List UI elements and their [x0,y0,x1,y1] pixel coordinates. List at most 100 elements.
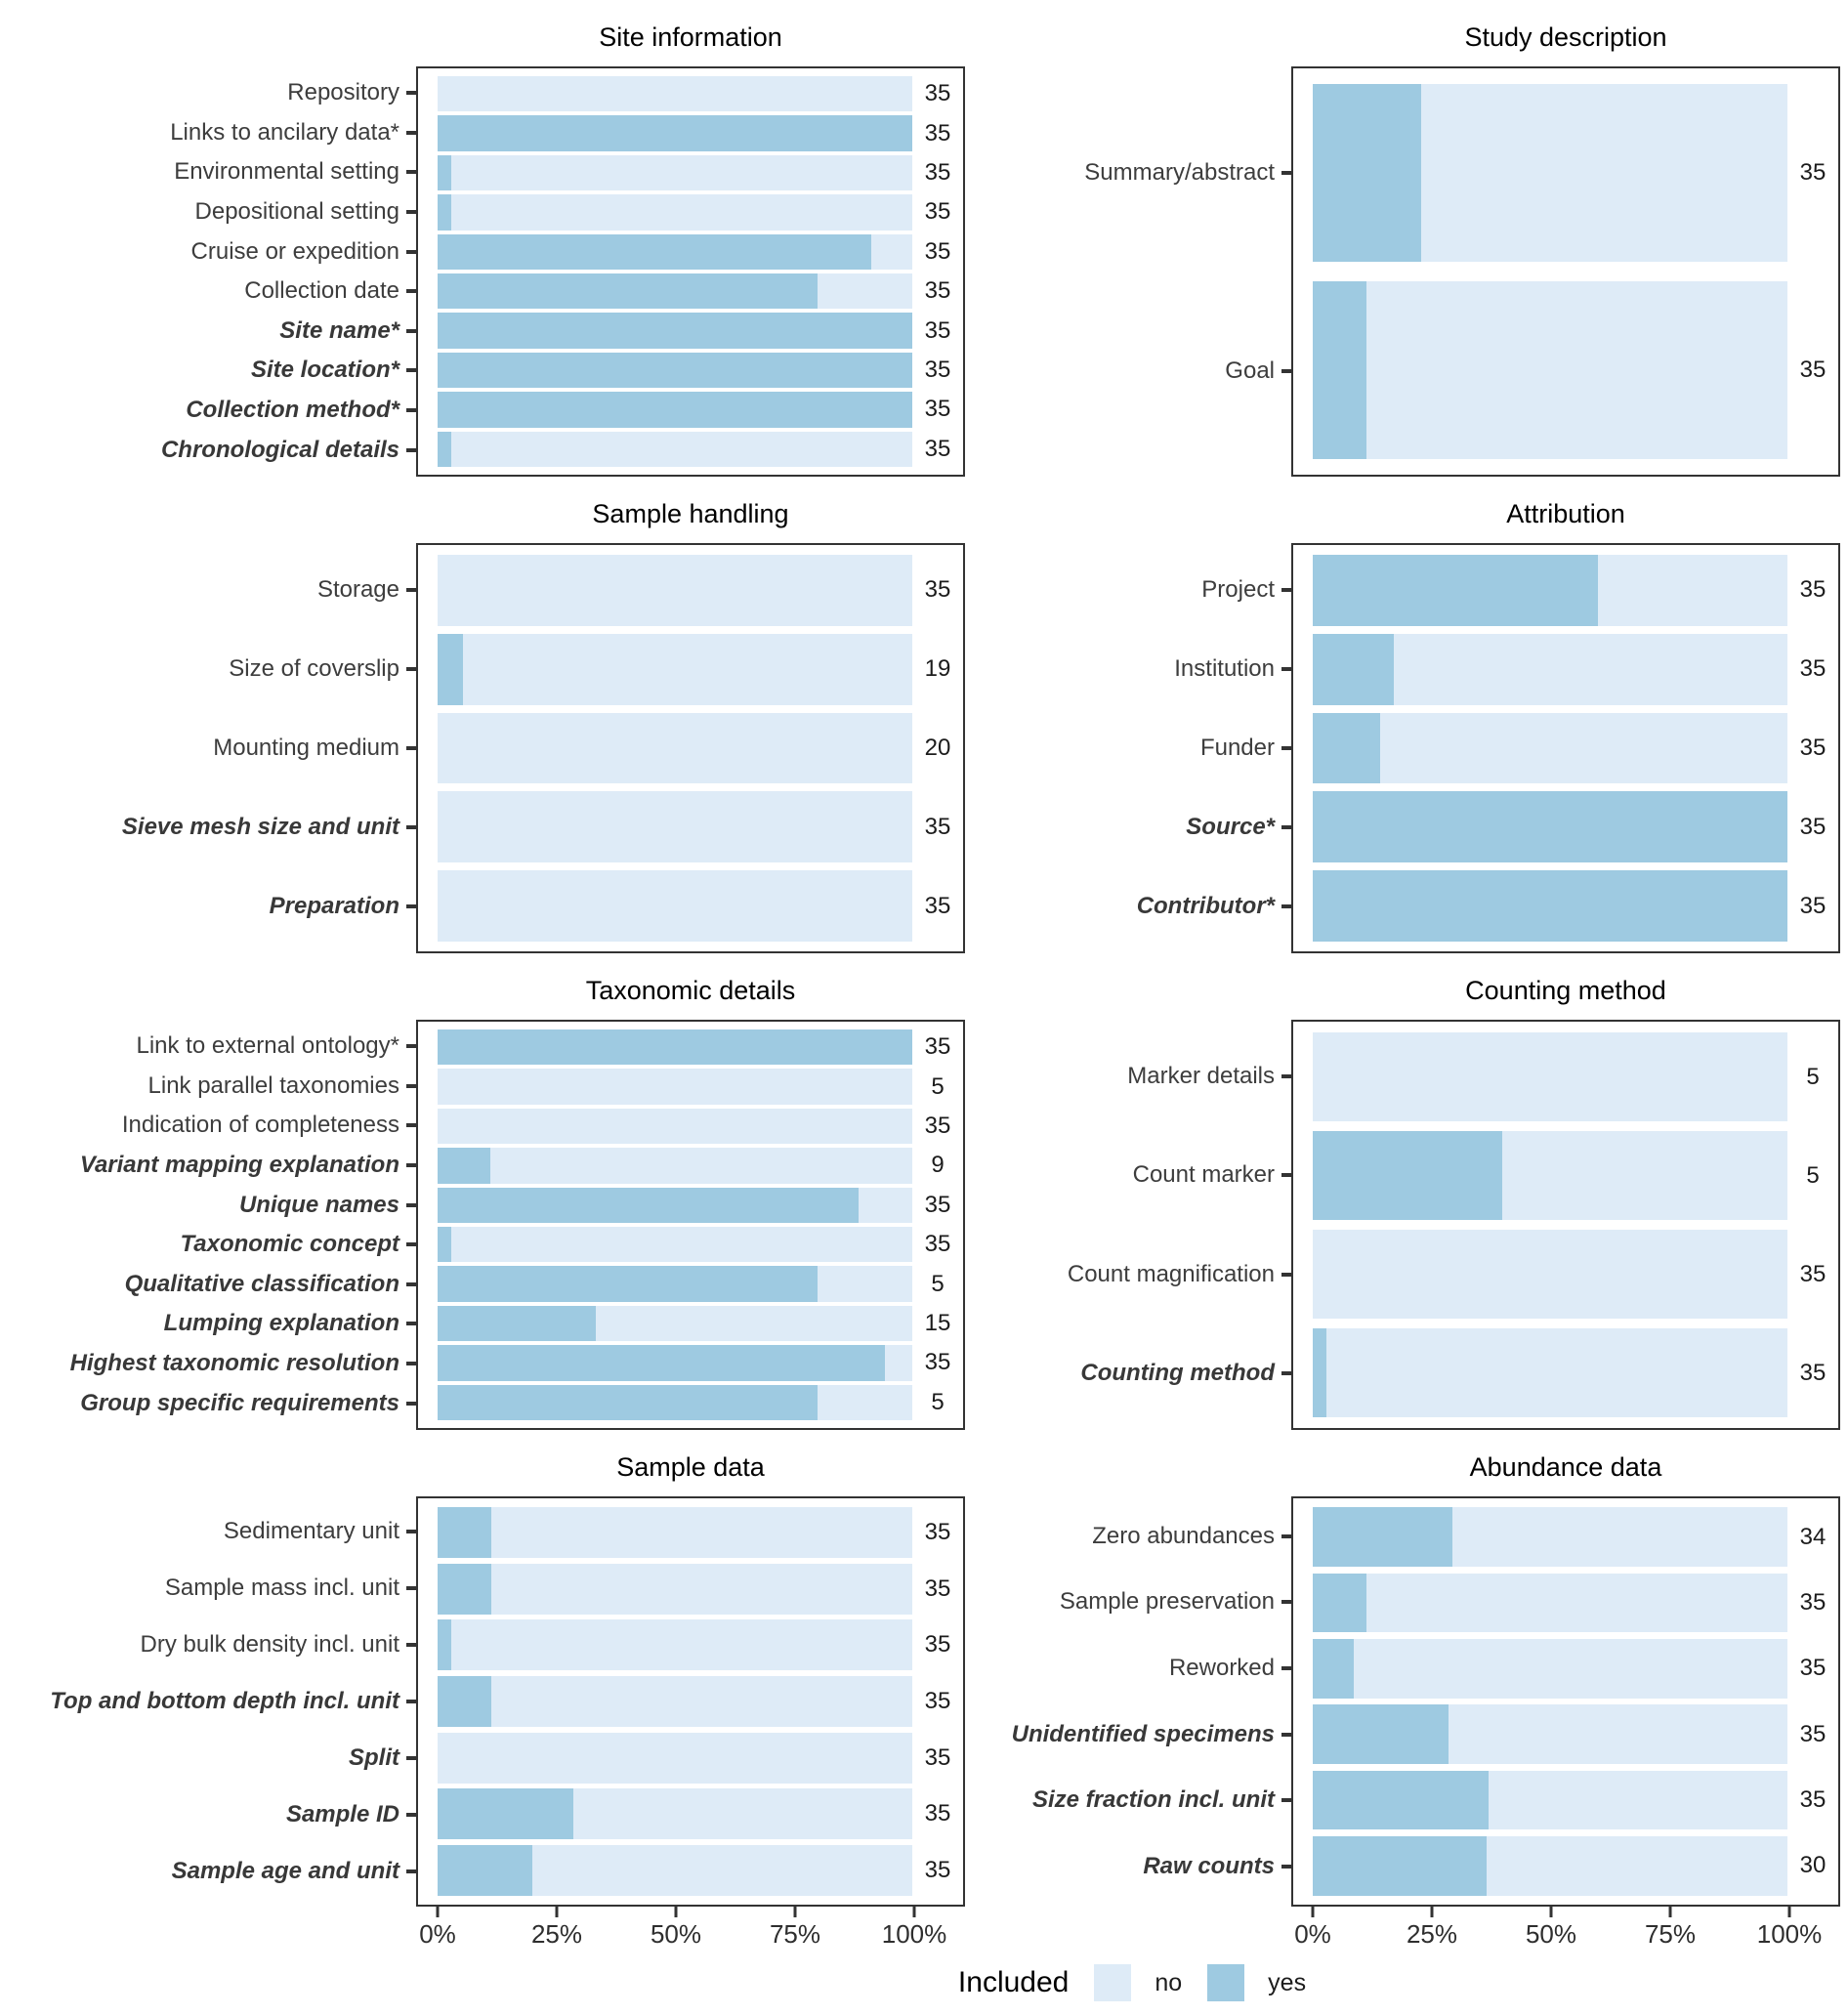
y-label-row: Variant mapping explanation [0,1146,416,1186]
y-tick-mark [406,210,416,215]
bar-row: 35 [418,1343,963,1382]
bar-segment-yes [1313,1704,1449,1764]
bar-segment-no [1597,555,1787,626]
count-label: 35 [1799,576,1827,604]
category-label: Contributor* [1136,893,1275,920]
legend: Included no yes [416,1950,1848,2016]
y-tick-mark [406,666,416,671]
x-tick-mark [1787,1907,1791,1917]
panel-title-site-information: Site information [599,22,782,52]
count-label: 35 [924,1857,951,1884]
bar-segment-yes [438,194,452,231]
y-label-row: Sample preservation [965,1570,1291,1636]
bar-row: 35 [418,1504,963,1561]
count-label: 35 [924,316,951,344]
panel-title-sample-data: Sample data [616,1452,765,1482]
stacked-bar [1313,870,1787,942]
count-label: 19 [924,655,951,683]
y-label-row: Goal [965,272,1291,470]
bar-segment-no [1380,712,1787,784]
count-label: 5 [931,1270,945,1297]
y-label-row: Site name* [0,312,416,352]
y-tick-mark [406,447,416,452]
x-tick-label: 25% [530,1919,583,1949]
category-label: Reworked [1168,1655,1275,1682]
bar-row: 35 [1293,1701,1838,1767]
bar-segment-no [572,1788,912,1840]
bar-row: 35 [418,74,963,113]
bar-segment-no [1421,84,1787,262]
y-label-row: Qualitative classification [0,1265,416,1305]
bar-row: 35 [1293,630,1838,709]
count-label: 35 [924,80,951,107]
count-label: 35 [924,158,951,186]
category-label: Sedimentary unit [223,1518,399,1544]
y-axis-labels-abundance-data: Zero abundances Sample preservation Rework… [965,1496,1291,1907]
count-label: 35 [924,198,951,226]
y-label-row: Taxonomic concept [0,1225,416,1265]
category-label: Unique names [238,1191,399,1218]
stacked-bar [438,1266,912,1302]
stacked-bar [438,233,912,270]
bar-segment-yes [438,1676,492,1727]
bar-segment-yes [1313,633,1395,705]
y-tick-mark [1281,368,1291,373]
stacked-bar [1313,84,1787,262]
category-label: Link parallel taxonomies [147,1071,399,1099]
y-tick-mark [1281,904,1291,909]
y-tick-mark [406,91,416,96]
legend-label-yes: yes [1268,1968,1307,1996]
x-tick-mark [1430,1907,1434,1917]
panel-counting-method: 5 5 35 35 [1291,1020,1840,1430]
bar-row: 35 [1293,1570,1838,1635]
category-label: Depositional setting [194,198,399,226]
x-axis-sample-data: 0% 25% 50% 75% 100% [416,1907,965,1950]
stacked-bar [438,1676,912,1727]
count-label: 35 [1799,813,1827,840]
x-tick-mark [1549,1907,1553,1917]
count-label: 35 [924,1743,951,1771]
y-axis-labels-sample-data: Sedimentary unit Sample mass incl. unit Dr… [0,1496,416,1907]
count-label: 35 [924,435,951,462]
stacked-bar [438,1732,912,1784]
y-label-row: Project [965,550,1291,629]
bar-segment-no [438,76,912,112]
count-label: 35 [924,1033,951,1061]
y-label-row: Marker details [965,1027,1291,1126]
y-axis-labels-site-information: Repository Links to ancilary data* Environ… [0,66,416,477]
y-label-row: Funder [965,708,1291,787]
stacked-bar [438,1029,912,1066]
category-label: Dry bulk density incl. unit [140,1631,399,1658]
y-tick-mark [1281,745,1291,750]
y-tick-mark [406,1530,416,1533]
x-tick-mark [793,1907,797,1917]
count-label: 5 [1806,1161,1820,1189]
category-label: Zero abundances [1092,1522,1275,1549]
y-tick-mark [1281,1732,1291,1737]
bar-row: 35 [418,351,963,390]
bar-segment-no [491,1563,912,1615]
stacked-bar [438,1619,912,1671]
stacked-bar [438,1384,912,1420]
bar-row: 20 [418,709,963,788]
panel-title-abundance-data: Abundance data [1469,1452,1662,1482]
bar-segment-yes [438,1029,912,1066]
bar-row: 35 [418,232,963,272]
y-tick-mark [406,1869,416,1873]
y-label-row: Dry bulk density incl. unit [0,1617,416,1673]
x-tick-mark [674,1907,678,1917]
bar-segment-no [451,431,912,467]
y-axis-labels-attribution: Project Institution Funder Source* Contribut… [965,543,1291,953]
x-tick-label: 50% [1525,1919,1577,1949]
bar-row: 35 [1293,272,1838,469]
y-axis-labels-sample-handling: Storage Size of coverslip Mounting medium S… [0,543,416,953]
y-label-row: Count marker [965,1126,1291,1226]
bar-row: 35 [418,787,963,866]
y-label-row: Depositional setting [0,192,416,232]
bar-segment-no [438,1732,912,1784]
y-tick-mark [1281,825,1291,830]
category-label: Sample mass incl. unit [164,1575,399,1601]
stacked-bar [438,1108,912,1145]
count-label: 35 [924,277,951,305]
